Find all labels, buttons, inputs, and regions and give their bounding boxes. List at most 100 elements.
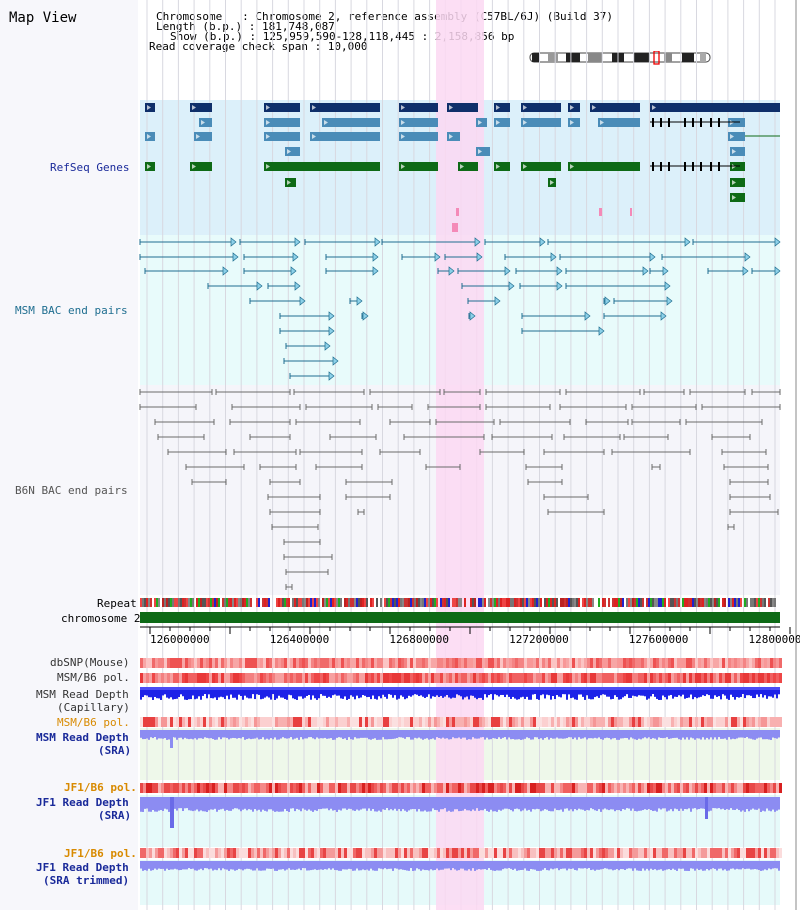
msm-cap-depth-top	[338, 687, 340, 690]
jf1-trim-depth-bar	[498, 861, 500, 871]
jf1-pol-heat-cell	[686, 848, 689, 858]
msm-cap-depth-top	[720, 687, 722, 690]
msm-cap-depth-top	[638, 687, 640, 690]
refseq-gene-block	[322, 118, 380, 127]
jf1-pol-heat-cell	[689, 783, 692, 793]
jf1-pol-heat-cell	[326, 848, 329, 858]
jf1-pol-heat-cell	[518, 848, 521, 858]
jf1-trim-depth-bar	[760, 861, 762, 871]
msm-pol-heat-cell	[743, 673, 746, 683]
dbsnp-heat-cell	[719, 658, 722, 668]
msm-sra-depth-bar	[168, 730, 170, 740]
msm-pol-heat-cell	[380, 673, 383, 683]
jf1-pol-heat-cell	[767, 783, 770, 793]
msm-cap-depth-bar	[376, 687, 378, 700]
jf1-sra-depth-bar	[700, 797, 702, 809]
msm-pol-heat-cell	[674, 717, 677, 727]
msm-pol-heat-cell	[536, 717, 539, 727]
msm-pol-heat-cell	[374, 717, 377, 727]
jf1-pol-heat-cell	[353, 848, 356, 858]
bac-end-arrow-icon	[474, 237, 481, 247]
msm-sra-depth-bar	[506, 730, 508, 740]
msm-pol-heat-cell	[248, 717, 251, 727]
jf1-trim-depth-bar	[522, 861, 524, 870]
msm-cap-depth-top	[162, 687, 164, 690]
msm-sra-depth-bar	[448, 730, 450, 740]
refseq-track-label[interactable]: RefSeq Genes	[50, 161, 130, 174]
jf1-pol-heat-cell	[596, 848, 599, 858]
msm-sra-depth-bar	[736, 730, 738, 739]
msm-cap-depth-top	[158, 687, 160, 690]
msm-pol-heat-cell	[581, 717, 584, 727]
msm-cap-depth-top	[214, 687, 216, 690]
ideogram-band	[682, 53, 694, 62]
msm-cap-depth-top	[628, 687, 630, 690]
dbsnp-heat-cell	[452, 658, 455, 668]
jf1-pol-heat-cell	[209, 783, 212, 793]
msm-cap-depth-bar	[266, 687, 268, 697]
jf1-pol-heat-cell	[776, 848, 779, 858]
repeat-element	[652, 598, 654, 607]
ideogram-band	[588, 53, 602, 62]
msm-sra-depth-bar	[590, 730, 592, 739]
msm-cap-depth-top	[502, 687, 504, 690]
repeat-element	[240, 598, 242, 607]
jf1-trim-depth-bar	[364, 861, 366, 871]
jf1-sra-depth-bar	[178, 797, 180, 809]
msm-sra-depth-bar	[744, 730, 746, 738]
dbsnp-heat-cell	[371, 658, 374, 668]
repeat-element	[376, 598, 378, 607]
msm-cap-depth-bar	[570, 687, 572, 699]
msm-cap-depth-top	[430, 687, 432, 690]
jf1-sra-depth-bar	[526, 797, 528, 811]
msm-cap-depth-top	[404, 687, 406, 690]
msm-pol-heat-cell	[662, 717, 665, 727]
jf1-pol-heat-cell	[350, 848, 353, 858]
msm-bac-track-label[interactable]: MSM BAC end pairs	[15, 304, 128, 317]
jf1-trim-depth-bar	[422, 861, 424, 870]
dbsnp-heat-cell	[497, 658, 500, 668]
jf1-pol-heat-cell	[503, 848, 506, 858]
dbsnp-heat-cell	[596, 658, 599, 668]
b6n-bac-track-label[interactable]: B6N BAC end pairs	[15, 484, 128, 497]
msm-sra-depth-bar	[700, 730, 702, 740]
jf1-pol-heat-cell	[353, 783, 356, 793]
jf1-pol-heat-cell	[770, 848, 773, 858]
msm-sra-depth-bar	[752, 730, 754, 740]
msm-cap-depth-top	[474, 687, 476, 690]
dbsnp-heat-cell	[473, 658, 476, 668]
msm-pol-heat-cell	[767, 673, 770, 683]
msm-pol-heat-cell	[308, 717, 311, 727]
msm-pol-heat-cell	[413, 673, 416, 683]
msm-cap-depth-bar	[604, 687, 606, 695]
repeat-element	[330, 598, 332, 607]
msm-pol-heat-cell	[569, 717, 572, 727]
jf1-pol-heat-cell	[716, 848, 719, 858]
msm-pol-heat-cell	[176, 717, 179, 727]
msm-cap-depth-bar	[504, 687, 506, 698]
msm-pol-heat-cell	[305, 673, 308, 683]
jf1-pol-heat-cell	[203, 848, 206, 858]
msm-cap-depth-top	[394, 687, 396, 690]
jf1-b6-pol-label: JF1/B6 pol.	[64, 781, 137, 794]
jf1-trim-depth-bar	[202, 861, 204, 871]
msm-cap-depth-top	[204, 687, 206, 690]
msm-pol-heat-cell	[185, 673, 188, 683]
dbsnp-heat-cell	[434, 658, 437, 668]
msm-sra-depth-bar	[366, 730, 368, 738]
strand-arrow-icon	[550, 180, 554, 185]
msm-cap-depth-bar	[536, 687, 538, 700]
jf1-sra-depth-bar	[710, 797, 712, 811]
jf1-sra-depth-bar	[770, 797, 772, 812]
dbsnp-heat-cell	[665, 658, 668, 668]
jf1-pol-heat-cell	[659, 848, 662, 858]
jf1-pol-heat-cell	[587, 848, 590, 858]
msm-cap-depth-top	[266, 687, 268, 690]
jf1-pol-heat-cell	[515, 783, 518, 793]
dbsnp-heat-cell	[482, 658, 485, 668]
repeat-element	[234, 598, 236, 607]
jf1-sra-depth-bar	[448, 797, 450, 811]
jf1-trim-depth-bar	[368, 861, 370, 871]
msm-sra-depth-bar	[294, 730, 296, 739]
